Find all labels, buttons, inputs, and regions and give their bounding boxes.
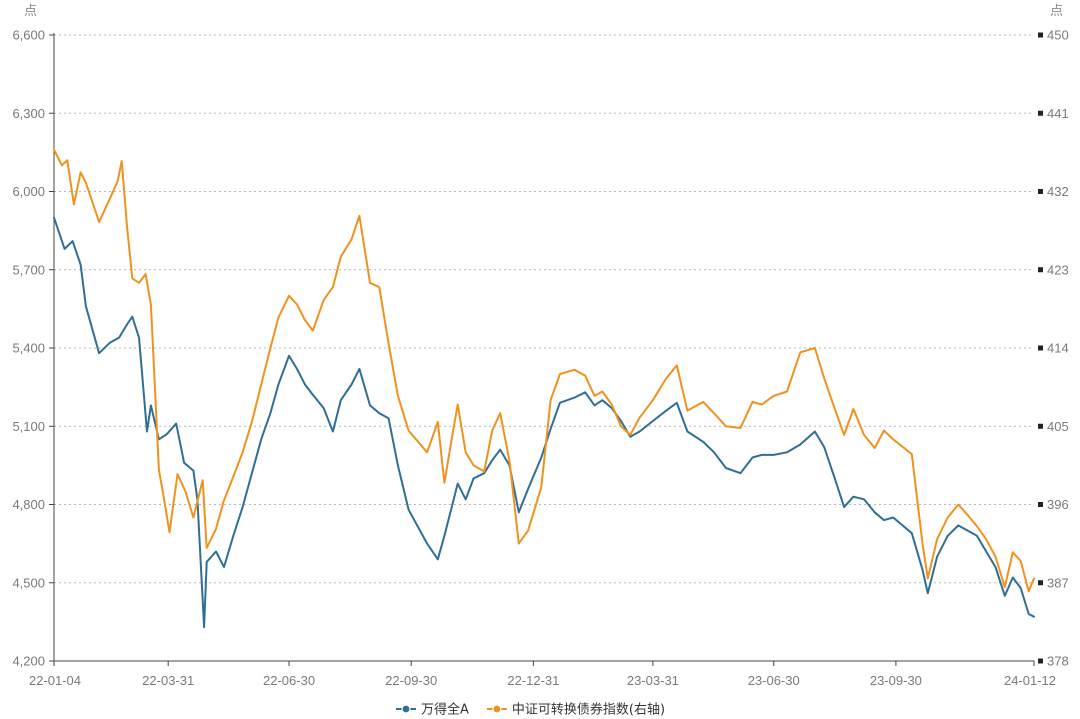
right-tick-label: 423 [1047,262,1069,277]
left-tick-label: 4,200 [12,654,45,669]
right-tick-label: 441 [1047,106,1069,121]
series-line-convertible-bond-index [53,148,1035,593]
axes [53,33,1034,662]
series-lines [53,148,1035,629]
left-tick-label: 6,000 [12,184,45,199]
right-tick-label: 414 [1047,341,1069,356]
left-tick-label: 6,600 [12,28,45,43]
x-axis-ticks: 22-01-04 22-03-31 22-06-30 22-09-30 22-12-31… [29,661,1056,688]
right-axis-unit: 点 [1050,3,1063,18]
x-tick-label: 22-12-31 [507,673,559,688]
legend-marker-swatch [492,704,502,714]
right-tick-mark [1038,345,1043,351]
right-tick-label: 432 [1047,184,1069,199]
legend-label: 中证可转换债券指数(右轴) [512,702,665,718]
legend-item[interactable]: 中证可转换债券指数(右轴) [486,702,665,718]
right-tick-mark [1038,658,1043,664]
x-tick-label: 23-06-30 [748,673,800,688]
right-tick-mark [1038,580,1043,586]
legend: 万得全A 中证可转换债券指数(右轴) [396,702,665,718]
right-tick-mark [1038,502,1043,507]
right-tick-mark [1038,189,1043,194]
x-tick-label: 23-03-31 [627,673,679,688]
legend-marker-swatch [401,704,411,714]
left-tick-label: 6,300 [12,106,45,121]
left-tick-label: 5,400 [12,341,45,356]
x-tick-label: 22-06-30 [263,673,315,688]
right-tick-mark [1038,32,1043,38]
right-tick-label: 378 [1047,654,1069,669]
left-axis-ticks: 4,200 4,500 4,800 5,100 5,400 5,700 6,000 6,300… [12,28,54,669]
right-tick-label: 396 [1047,497,1069,512]
left-tick-label: 4,500 [12,575,45,590]
legend-label: 万得全A [421,702,469,718]
legend-item[interactable]: 万得全A [396,702,469,718]
right-tick-mark [1038,423,1043,429]
right-axis-ticks: 378 387 396 405 414 423 432 441 450 [1038,28,1069,669]
right-tick-label: 450 [1047,28,1069,43]
right-tick-label: 405 [1047,419,1069,434]
left-tick-label: 4,800 [12,497,45,512]
right-tick-mark [1038,267,1043,273]
x-tick-label: 23-09-30 [870,673,922,688]
gridlines [54,34,1034,584]
x-tick-label: 24-01-12 [1004,673,1056,688]
left-tick-label: 5,100 [12,419,45,434]
series-line-wind-all-a [53,216,1035,629]
right-tick-label: 387 [1047,575,1069,590]
x-tick-label: 22-01-04 [29,673,81,688]
x-tick-label: 22-09-30 [385,673,437,688]
right-tick-mark [1038,110,1043,116]
x-tick-label: 22-03-31 [142,673,194,688]
left-tick-label: 5,700 [12,262,45,277]
left-axis-unit: 点 [24,3,37,18]
